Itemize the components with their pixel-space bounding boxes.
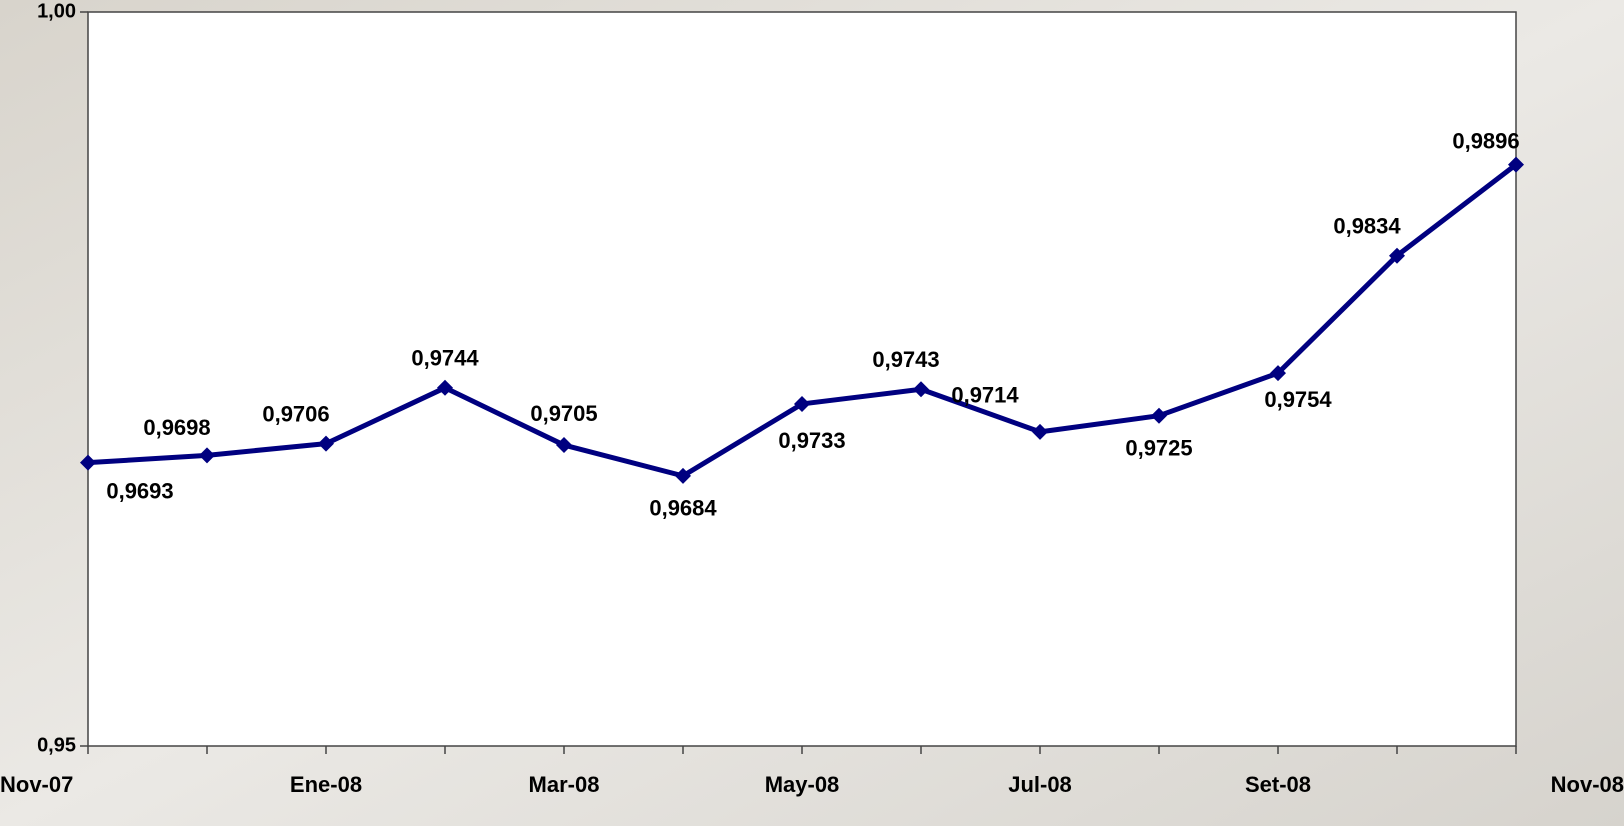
data-label: 0,9714 <box>951 383 1019 408</box>
marker <box>1151 407 1167 424</box>
x-tick-label: Mar-08 <box>529 772 600 797</box>
data-label: 0,9693 <box>106 478 173 503</box>
marker <box>318 435 334 452</box>
marker <box>913 381 929 398</box>
marker <box>1508 156 1524 173</box>
plot-area <box>87 11 1517 747</box>
marker <box>199 447 215 464</box>
x-tick-label: Nov-08 <box>1551 772 1624 797</box>
x-tick-label: Set-08 <box>1245 772 1311 797</box>
data-label: 0,9705 <box>530 401 597 426</box>
data-label: 0,9706 <box>262 401 329 426</box>
marker <box>675 467 691 484</box>
y-tick-label: 1,00 <box>37 0 76 22</box>
data-label: 0,9744 <box>411 346 479 371</box>
data-label: 0,9733 <box>778 428 845 453</box>
x-tick-label: Jul-08 <box>1008 772 1072 797</box>
x-tick-label: May-08 <box>765 772 840 797</box>
marker <box>1270 365 1286 382</box>
data-label: 0,9896 <box>1452 128 1519 153</box>
data-label: 0,9725 <box>1125 436 1192 461</box>
x-tick-label: Ene-08 <box>290 772 362 797</box>
data-label: 0,9698 <box>143 415 210 440</box>
y-tick-label: 0,95 <box>37 734 76 756</box>
marker <box>1032 423 1048 440</box>
x-tick-label: Nov-07 <box>0 772 73 797</box>
marker <box>556 437 572 454</box>
marker <box>794 395 810 412</box>
data-label: 0,9834 <box>1333 214 1401 239</box>
marker <box>1389 247 1405 264</box>
marker <box>80 454 96 471</box>
marker <box>437 379 453 396</box>
data-label: 0,9684 <box>649 496 717 521</box>
data-label: 0,9743 <box>872 347 939 372</box>
data-label: 0,9754 <box>1264 387 1332 412</box>
